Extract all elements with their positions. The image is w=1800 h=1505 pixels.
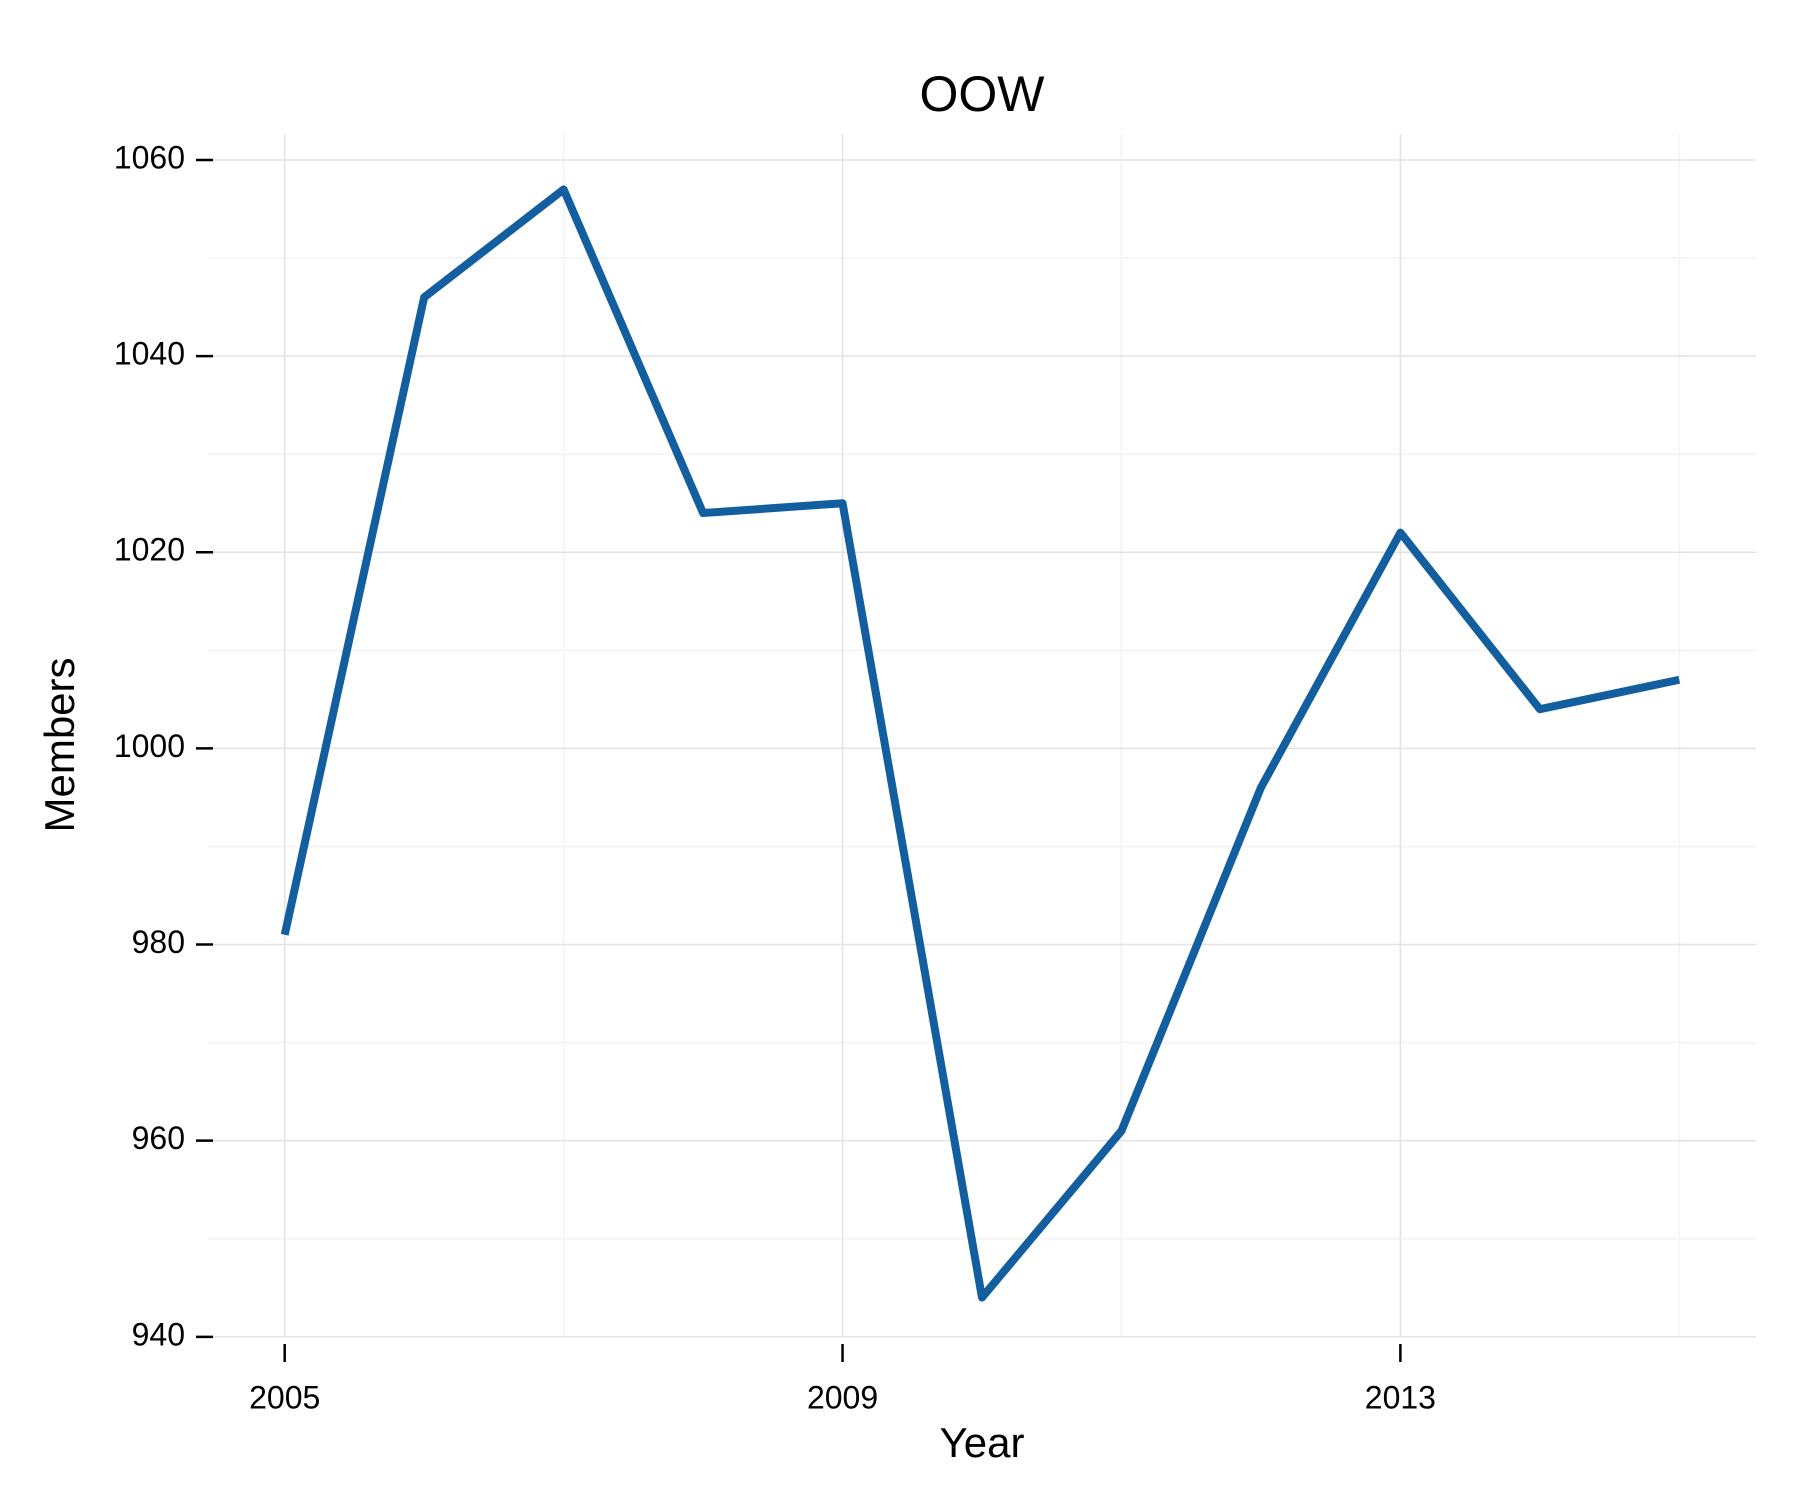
x-tick-label: 2005 bbox=[249, 1379, 320, 1415]
chart-title: OOW bbox=[920, 66, 1046, 122]
y-tick-label: 1020 bbox=[114, 532, 185, 568]
data-line bbox=[280, 185, 1681, 1302]
x-tick-label: 2013 bbox=[1365, 1379, 1436, 1415]
y-tick-label: 960 bbox=[132, 1120, 185, 1156]
y-tick-label: 940 bbox=[132, 1316, 185, 1352]
y-axis-label: Members bbox=[36, 657, 83, 832]
y-tick-label: 1000 bbox=[114, 728, 185, 764]
y-tick-label: 980 bbox=[132, 924, 185, 960]
x-axis-label: Year bbox=[940, 1419, 1025, 1466]
x-tick-label: 2009 bbox=[807, 1379, 878, 1415]
y-tick-label: 1060 bbox=[114, 139, 185, 175]
y-tick-label: 1040 bbox=[114, 336, 185, 372]
